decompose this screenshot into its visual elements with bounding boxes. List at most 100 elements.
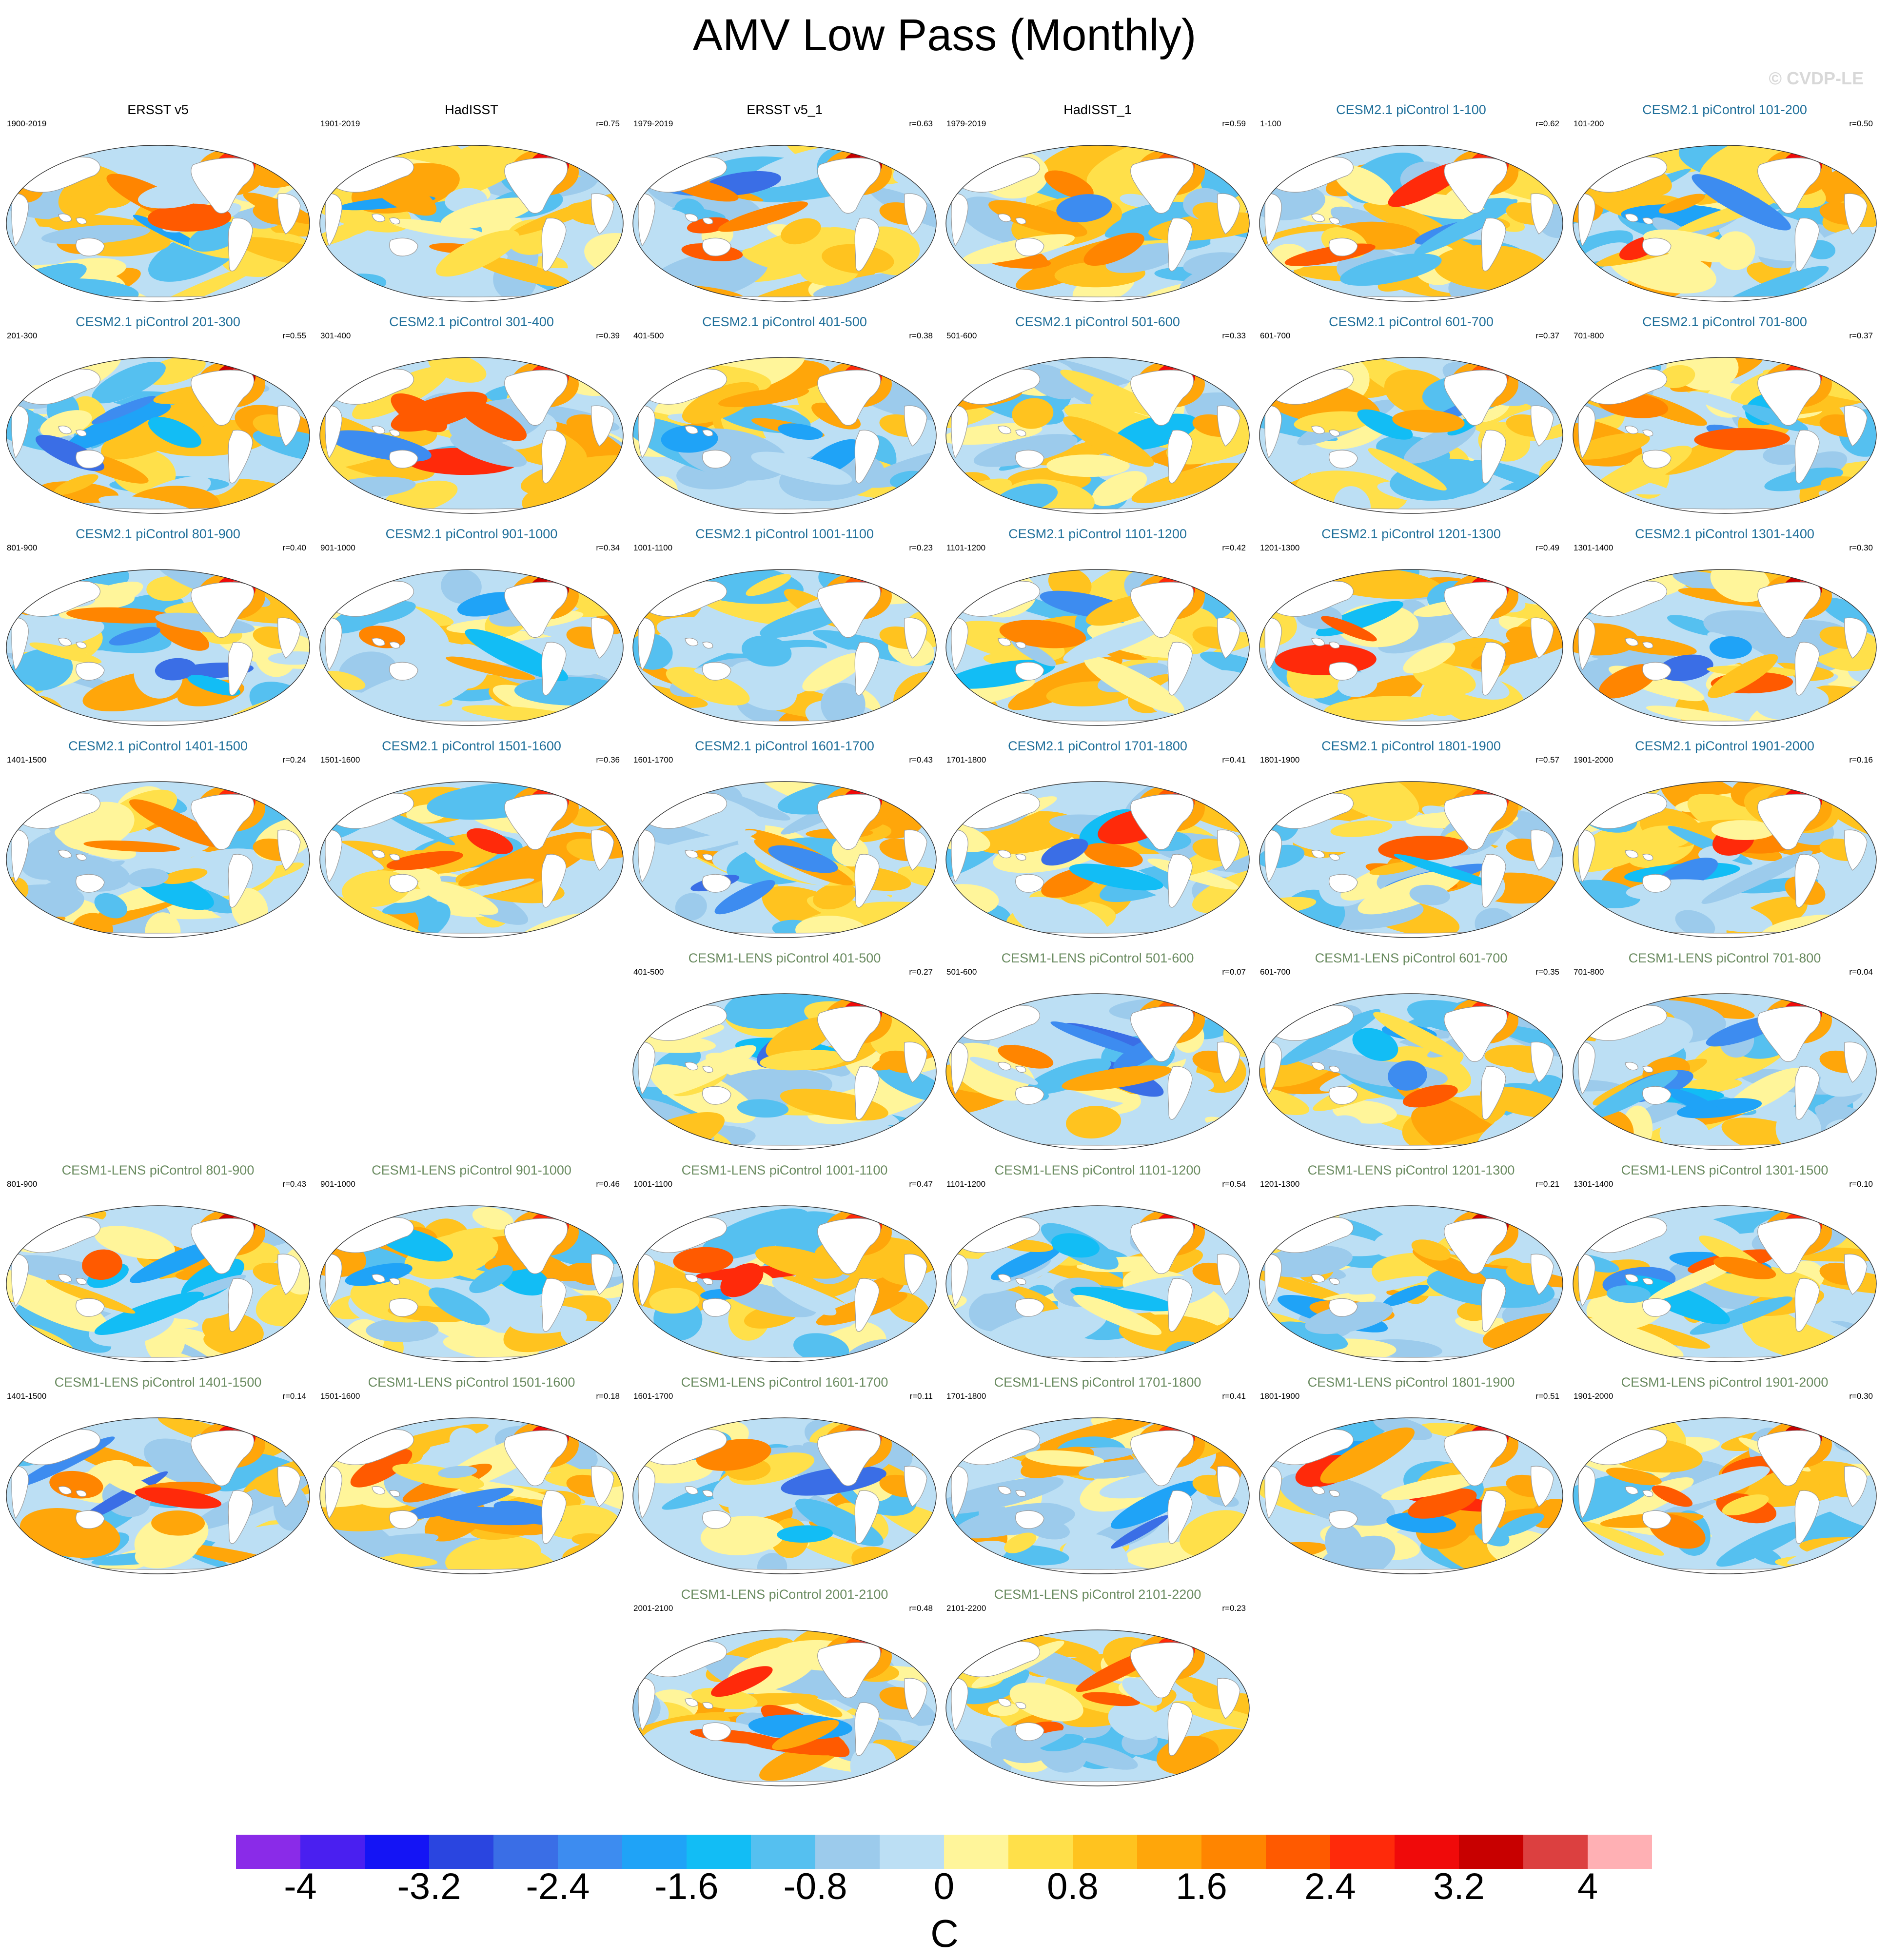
land-mass xyxy=(1757,1430,1821,1487)
land-mass xyxy=(1217,1466,1240,1507)
land-mass xyxy=(1494,360,1511,372)
map-field xyxy=(6,569,310,725)
land-mass xyxy=(904,405,927,447)
panel-years: 1901-2000 xyxy=(1574,755,1614,764)
anomaly-core xyxy=(772,1720,839,1750)
anomaly-region xyxy=(793,1333,849,1362)
colorbar-box xyxy=(944,1835,1009,1869)
map-outline xyxy=(945,357,1250,514)
land-mass xyxy=(903,796,929,812)
panel-years: 1501-1600 xyxy=(320,1392,360,1401)
anomaly-core xyxy=(1063,416,1154,467)
panel-years: 901-1000 xyxy=(320,543,355,552)
anomaly-core xyxy=(1668,1466,1770,1507)
land-mass xyxy=(817,370,881,426)
anomaly-core xyxy=(1409,884,1451,905)
anomaly-core xyxy=(1070,1286,1176,1312)
anomaly-core xyxy=(1363,202,1447,235)
anomaly-region xyxy=(320,280,356,292)
land-mass xyxy=(1167,854,1193,908)
panel-correlation: r=0.30 xyxy=(1849,543,1873,552)
anomaly-core xyxy=(151,1510,205,1536)
land-mass xyxy=(867,1632,885,1645)
map-svg xyxy=(319,569,624,726)
anomaly-core xyxy=(1305,1301,1393,1334)
map-outline xyxy=(319,1417,624,1574)
land-mass xyxy=(372,1486,385,1495)
panel-correlation: r=0.36 xyxy=(596,755,620,764)
panel-correlation: r=0.04 xyxy=(1849,967,1873,977)
map-outline xyxy=(632,1417,937,1574)
land-mass xyxy=(1329,1278,1340,1285)
map-svg xyxy=(945,1205,1250,1362)
map-field xyxy=(633,569,936,725)
land-mass xyxy=(1578,1466,1595,1519)
land-mass xyxy=(591,1254,614,1295)
anomaly-core xyxy=(156,618,210,651)
land-mass xyxy=(240,360,258,372)
anomaly-region xyxy=(876,1064,936,1102)
land-mass xyxy=(554,148,571,160)
anomaly-core xyxy=(94,1226,175,1259)
map-outline xyxy=(1573,1205,1877,1362)
map-outline xyxy=(1573,781,1877,938)
land-mass xyxy=(867,996,885,1009)
anomaly-core xyxy=(1104,206,1164,238)
anomaly-region xyxy=(821,683,866,725)
anomaly-region xyxy=(1497,1513,1544,1537)
land-mass xyxy=(1642,1298,1672,1317)
land-mass xyxy=(702,1510,731,1529)
anomaly-region xyxy=(1647,890,1773,933)
anomaly-region xyxy=(253,429,310,463)
map-svg xyxy=(319,1417,624,1574)
credit-label: © CVDP-LE xyxy=(1769,68,1864,88)
anomaly-region xyxy=(897,275,936,301)
anomaly-core xyxy=(29,642,102,664)
land-mass xyxy=(325,617,342,671)
land-mass xyxy=(1130,582,1194,638)
land-mass xyxy=(854,854,880,908)
anomaly-region xyxy=(1330,820,1393,837)
land-mass xyxy=(1329,430,1340,437)
map-field xyxy=(6,1418,310,1574)
anomaly-core xyxy=(83,840,180,852)
land-mass xyxy=(1843,159,1869,176)
land-mass xyxy=(228,217,253,272)
land-mass xyxy=(1180,572,1198,585)
colorbar-box xyxy=(1459,1835,1524,1869)
land-mass xyxy=(1311,1274,1325,1283)
map-field xyxy=(946,357,1249,513)
map-outline xyxy=(945,1417,1250,1574)
land-mass xyxy=(76,1490,87,1497)
panel-years: 1001-1100 xyxy=(633,1179,673,1189)
land-mass xyxy=(1642,662,1672,681)
land-mass xyxy=(1217,1678,1240,1719)
anomaly-core xyxy=(1352,1028,1398,1061)
map-svg xyxy=(1573,993,1877,1150)
panel-years: 1979-2019 xyxy=(946,119,986,128)
land-mass xyxy=(1494,784,1511,797)
land-mass xyxy=(1844,405,1868,447)
map-svg xyxy=(945,1629,1250,1786)
panel-title: CESM1-LENS piControl 501-600 xyxy=(1001,951,1194,965)
land-mass xyxy=(1531,617,1554,659)
anomaly-region xyxy=(1275,1321,1348,1350)
map-panel: CESM1-LENS piControl 1001-1100 1001-1100 r… xyxy=(630,1162,939,1369)
land-mass xyxy=(702,1066,713,1073)
anomaly-core xyxy=(67,185,115,215)
land-mass xyxy=(903,1644,929,1661)
land-mass xyxy=(325,193,342,247)
land-mass xyxy=(817,1006,881,1062)
colorbar xyxy=(236,1835,1652,1869)
map-outline xyxy=(632,1205,937,1362)
panel-correlation: r=0.63 xyxy=(909,119,933,128)
land-mass xyxy=(541,854,567,908)
land-mass xyxy=(1311,1062,1325,1071)
panel-title: CESM2.1 piControl 1701-1800 xyxy=(1008,739,1187,753)
anomaly-core xyxy=(1026,1058,1111,1095)
anomaly-core xyxy=(352,366,449,420)
anomaly-core xyxy=(969,1057,1038,1085)
anomaly-core xyxy=(365,601,416,623)
land-mass xyxy=(389,430,400,437)
land-mass xyxy=(998,638,1011,647)
